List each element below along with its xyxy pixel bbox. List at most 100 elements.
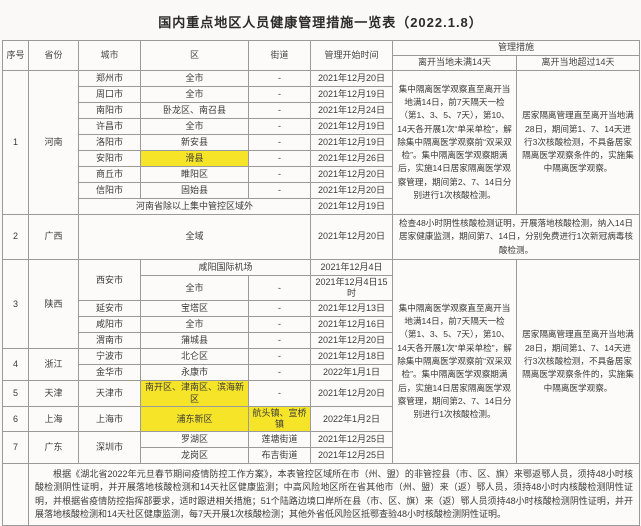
cell-street: -	[248, 70, 311, 87]
cell-city: 信阳市	[78, 182, 141, 199]
table-row: 安阳市 滑县 - 2021年12月26日	[3, 150, 640, 167]
table-row: 1 河南 郑州市 全市 - 2021年12月20日 集中隔离医学观察直至离开当地…	[2, 70, 641, 215]
cell-street: -	[248, 182, 311, 199]
cell-date: 2021年12月18日	[310, 348, 393, 366]
cell-seq: 6	[2, 405, 29, 433]
cell-street: -	[248, 348, 311, 366]
health-measures-table: 序号 省份 城市 区 街道 管理开始时间 管理措施 离开当地未满14天 离开当地…	[2, 40, 641, 526]
cell-district-highlighted: 滑县	[140, 150, 249, 167]
cell-city: 安阳市	[78, 150, 141, 167]
cell-district-highlighted: 浦东新区	[140, 405, 249, 433]
col-header-city: 城市	[78, 40, 141, 71]
cell-province: 广东	[28, 431, 79, 465]
col-header-district: 区	[140, 40, 249, 71]
cell-district: 固始县	[140, 182, 249, 199]
cell-city: 周口市	[78, 86, 141, 103]
cell-date: 2021年12月13日	[310, 300, 393, 318]
cell-date: 2021年12月26日	[310, 150, 393, 167]
cell-district: 新安县	[140, 134, 249, 151]
cell-city: 西安市	[78, 258, 141, 302]
cell-street: 莲塘街道	[248, 431, 311, 449]
cell-province: 上海	[28, 405, 79, 433]
footnote-text: 根据《湖北省2022年元旦春节期间疫情防控工作方案》，本表管控区域所在市（州、盟…	[35, 469, 634, 519]
col-header-measures: 管理措施	[391, 40, 641, 56]
header-row-1: 序号 省份 城市 区 街道 管理开始时间 管理措施	[2, 40, 641, 71]
cell-region: 全域	[78, 214, 311, 260]
table-row: 渭南市 蒲城县 - 2021年12月20日	[3, 332, 640, 350]
cell-district: 卧龙区、南召县	[140, 102, 249, 119]
col-header-street: 街道	[248, 40, 311, 71]
header-row-2: 离开当地未满14天 离开当地超过14天	[3, 55, 641, 71]
cell-date: 2021年12月20日	[310, 182, 393, 199]
cell-city: 深圳市	[78, 431, 141, 465]
cell-city: 上海市	[78, 405, 141, 433]
cell-date: 2022年1月2日	[310, 405, 393, 433]
cell-street: -	[248, 118, 311, 135]
cell-date: 2021年12月24日	[310, 102, 393, 119]
cell-street: -	[248, 332, 311, 350]
cell-street: -	[248, 166, 311, 183]
measure-under14-group2: 集中隔离医学观察直至离开当地满14日，前7天隔天一检（第1、3、5、7天），第1…	[392, 258, 517, 465]
cell-province: 广西	[28, 214, 79, 260]
cell-district: 龙岗区	[140, 447, 249, 465]
cell-date: 2021年12月19日	[310, 118, 393, 135]
cell-district: 全市	[140, 86, 249, 103]
cell-city: 许昌市	[78, 118, 141, 135]
footnote-row: 根据《湖北省2022年元旦春节期间疫情防控工作方案》，本表管控区域所在市（州、盟…	[2, 463, 641, 526]
cell-region: 河南省除以上集中管控区域外	[78, 198, 311, 215]
cell-district: 全市	[140, 70, 249, 87]
cell-seq: 3	[2, 258, 29, 350]
cell-province: 陕西	[28, 258, 79, 350]
cell-date: 2021年12月20日	[310, 70, 393, 87]
table-row: 5 天津 天津市 南开区、津南区、滨海新区 - 2021年12月20日	[2, 380, 640, 407]
cell-date: 2021年12月20日	[310, 332, 393, 350]
table-row: 南阳市 卧龙区、南召县 - 2021年12月24日	[3, 102, 640, 119]
table-row: 河南省除以上集中管控区域外 2021年12月19日	[3, 198, 640, 215]
cell-street: -	[248, 86, 311, 103]
col-header-seq: 序号	[2, 40, 29, 71]
col-header-over14: 离开当地超过14天	[515, 55, 641, 71]
measure-over14-group2: 居家隔离管理直至离开当地满28日，期间第1、7、14天进行3次核酸检测，不具备居…	[515, 258, 641, 465]
cell-province: 河南	[28, 70, 79, 215]
cell-district: 蒲城县	[140, 332, 249, 350]
table-row: 2 广西 全域 2021年12月20日 检查48小时阴性核酸检测证明，开展落地核…	[2, 214, 641, 260]
cell-province: 浙江	[28, 348, 79, 382]
cell-date: 2021年12月4日	[310, 258, 393, 276]
cell-street: -	[248, 364, 311, 382]
cell-district: 咸阳国际机场	[140, 258, 311, 276]
measure-under14-group1: 集中隔离医学观察直至离开当地满14日，前7天隔天一检（第1、3、5、7天），第1…	[392, 70, 517, 215]
cell-seq: 2	[2, 214, 29, 260]
cell-seq: 7	[2, 431, 29, 465]
col-header-province: 省份	[28, 40, 79, 71]
cell-date: 2021年12月20日	[310, 214, 393, 260]
table-row: 4 浙江 宁波市 北仑区 - 2021年12月18日	[2, 348, 640, 382]
page-title: 国内重点地区人员健康管理措施一览表（2022.1.8）	[158, 15, 483, 30]
table-row: 金华市 永康市 - 2022年1月1日	[3, 364, 640, 382]
measure-over14-group1: 居家隔离管理直至离开当地满28日，期间第1、7、14天进行3次核酸检测，不具备居…	[515, 70, 641, 215]
cell-street: -	[248, 274, 311, 302]
cell-street: -	[248, 150, 311, 167]
cell-seq: 1	[2, 70, 29, 215]
cell-date: 2021年12月20日	[310, 166, 393, 183]
cell-date: 2021年12月19日	[310, 86, 393, 103]
cell-district: 全市	[140, 118, 249, 135]
table-row: 商丘市 睢阳区 - 2021年12月20日	[3, 166, 640, 183]
cell-date: 2021年12月4日15时	[310, 274, 393, 302]
cell-city: 南阳市	[78, 102, 141, 119]
cell-seq: 5	[2, 380, 29, 407]
table-row: 信阳市 固始县 - 2021年12月20日	[3, 182, 640, 199]
footnote: 根据《湖北省2022年元旦春节期间疫情防控工作方案》，本表管控区域所在市（州、盟…	[27, 463, 641, 526]
cell-date: 2021年12月19日	[310, 134, 393, 151]
cell-seq: 4	[2, 348, 29, 382]
table-row: 全市 - 2021年12月4日15时	[3, 274, 640, 302]
col-header-under14: 离开当地未满14天	[392, 55, 517, 71]
cell-date: 2021年12月19日	[310, 198, 393, 215]
cell-district: 北仑区	[140, 348, 249, 366]
cell-street: -	[248, 134, 311, 151]
cell-date: 2022年1月1日	[310, 364, 393, 382]
table-row: 洛阳市 新安县 - 2021年12月19日	[3, 134, 640, 151]
cell-date: 2021年12月20日	[310, 380, 393, 407]
cell-city: 咸阳市	[78, 316, 141, 334]
cell-city: 郑州市	[78, 70, 141, 87]
